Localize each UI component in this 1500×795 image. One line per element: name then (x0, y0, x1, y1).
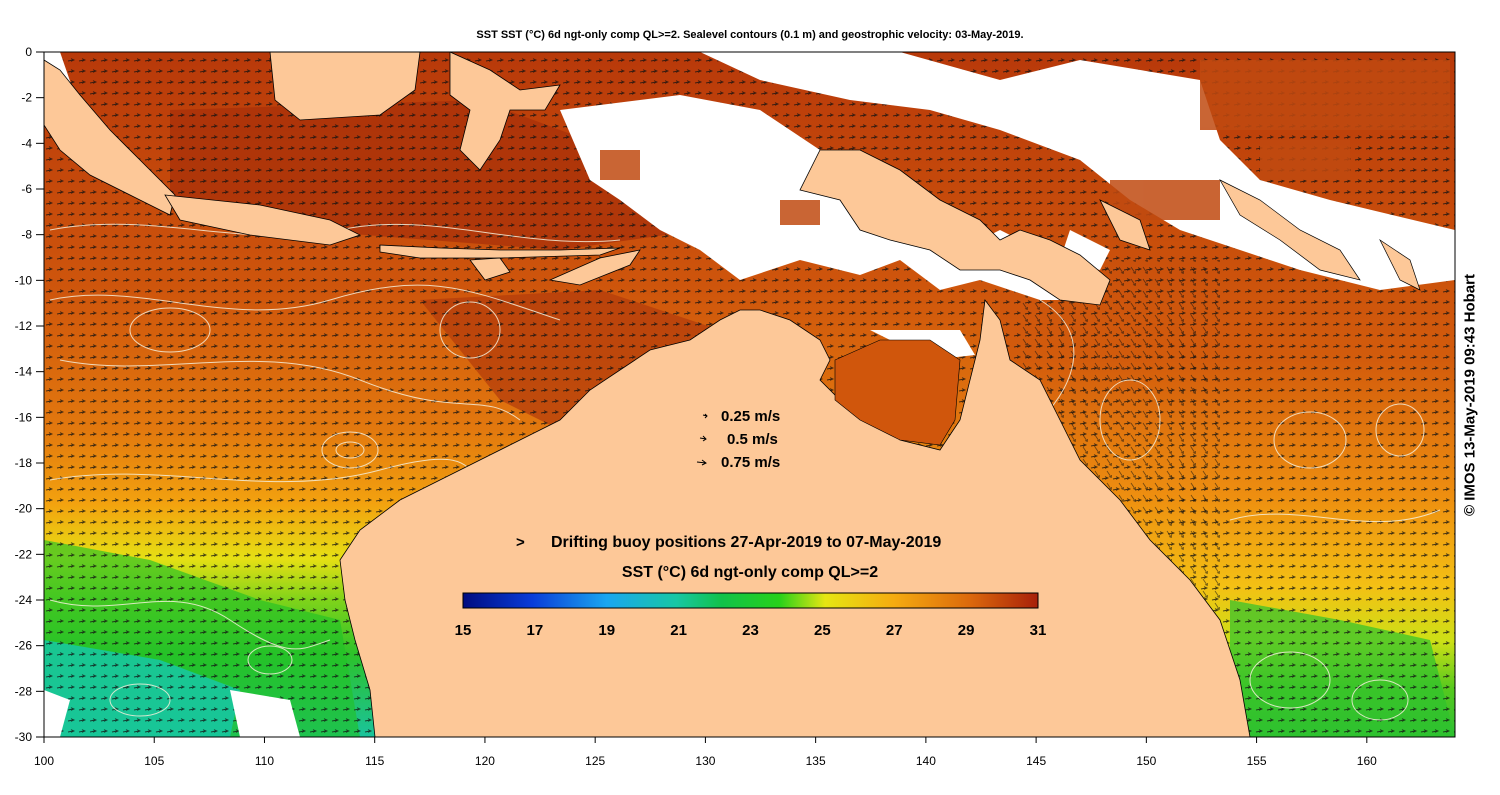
colorbar-tick-label: 21 (670, 622, 687, 639)
colorbar-title: SST (°C) 6d ngt-only comp QL>=2 (622, 564, 878, 581)
velocity-arrow-05 (699, 435, 707, 442)
land (44, 52, 1251, 737)
lat-tick-label: -12 (15, 319, 33, 333)
colorbar-tick-label: 17 (527, 622, 544, 639)
velocity-label-075: 0.75 m/s (721, 454, 780, 471)
lat-tick-label: -24 (15, 593, 33, 607)
colorbar-tick-label: 29 (958, 622, 975, 639)
lat-tick-label: -20 (15, 502, 33, 516)
lat-tick-label: -16 (15, 410, 33, 424)
lat-tick-label: -4 (21, 136, 32, 150)
lat-tick-label: -2 (21, 91, 32, 105)
cloud-gaps (600, 60, 1450, 225)
colorbar (462, 592, 1039, 609)
lat-tick-label: -18 (15, 456, 33, 470)
lon-tick-label: 100 (34, 754, 54, 768)
colorbar-ticks: 15 17 19 21 23 25 27 29 31 (455, 622, 1047, 639)
lat-tick-label: -28 (15, 684, 33, 698)
lat-tick-label: -10 (15, 273, 33, 287)
lon-axis: 100 105 110 115 120 125 130 135 140 145 150 155 160 (34, 737, 1377, 768)
velocity-legend: 0.25 m/s 0.5 m/s 0.75 m/s (696, 408, 780, 471)
lon-tick-label: 140 (916, 754, 936, 768)
velocity-arrow-025 (702, 413, 708, 419)
lon-tick-label: 155 (1247, 754, 1267, 768)
buoy-legend-label: Drifting buoy positions 27-Apr-2019 to 0… (551, 534, 941, 551)
lon-tick-label: 110 (255, 754, 274, 768)
velocity-arrow-075 (696, 459, 707, 466)
gulf-of-carpentaria (834, 339, 961, 446)
map-frame (43, 51, 1456, 738)
lat-tick-label: -30 (15, 730, 33, 744)
lon-tick-label: 115 (365, 754, 384, 768)
map-plot-area (44, 52, 1455, 737)
colorbar-tick-label: 23 (742, 622, 759, 639)
land-solomon (1219, 179, 1361, 281)
lon-tick-label: 105 (144, 754, 164, 768)
lon-tick-label: 135 (806, 754, 826, 768)
lat-tick-label: -8 (21, 228, 32, 242)
colorbar-tick-label: 27 (886, 622, 903, 639)
lon-tick-label: 130 (695, 754, 715, 768)
colorbar-tick-label: 25 (814, 622, 831, 639)
lat-tick-label: -26 (15, 639, 33, 653)
colorbar-tick-label: 31 (1030, 622, 1047, 639)
land-vanuatu (1379, 238, 1421, 291)
lat-tick-label: -6 (21, 182, 32, 196)
lat-tick-label: 0 (25, 45, 32, 59)
velocity-label-05: 0.5 m/s (727, 431, 778, 448)
lon-tick-label: 120 (475, 754, 495, 768)
lon-tick-label: 145 (1026, 754, 1046, 768)
map-title: SST SST (°C) 6d ngt-only comp QL>=2. Sea… (476, 29, 1024, 41)
credit-text: © IMOS 13-May-2019 09:43 Hobart (1461, 274, 1479, 516)
colorbar-tick-label: 15 (455, 622, 472, 639)
lon-tick-label: 125 (585, 754, 605, 768)
lat-tick-label: -14 (15, 365, 33, 379)
lat-tick-label: -22 (15, 547, 33, 561)
velocity-label-025: 0.25 m/s (721, 408, 780, 425)
buoy-marker: > (516, 534, 525, 551)
sealevel-contours (49, 223, 1441, 721)
lon-tick-label: 160 (1357, 754, 1377, 768)
lat-axis: 0 -2 -4 -6 -8 -10 -12 -14 -16 -18 -20 -22 -24 -26 -28 -… (15, 45, 44, 744)
lon-tick-label: 150 (1136, 754, 1156, 768)
colorbar-tick-label: 19 (598, 622, 615, 639)
